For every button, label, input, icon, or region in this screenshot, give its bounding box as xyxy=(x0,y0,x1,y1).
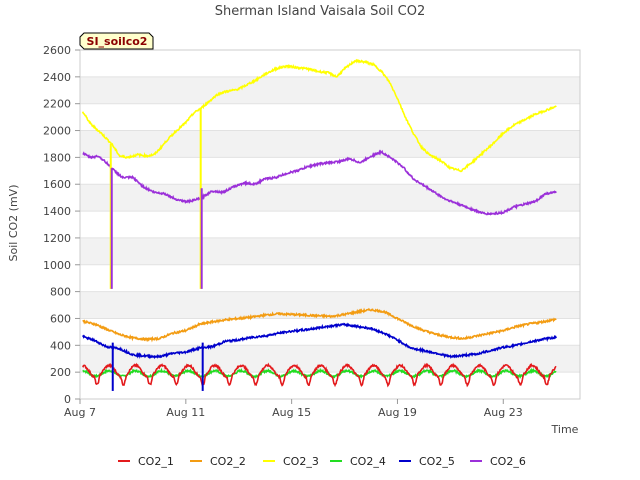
grid-band xyxy=(80,76,580,104)
grid-band xyxy=(80,237,580,265)
series-layer xyxy=(81,58,557,391)
y-tick-label: 1000 xyxy=(43,259,71,272)
y-axis-ticks: 0 200 400 600 800 1000 1200 1400 1600 1800 2000 220… xyxy=(43,44,80,406)
legend-label-co2_2: CO2_2 xyxy=(210,455,246,468)
y-tick-label: 600 xyxy=(50,312,71,325)
y-axis-label: Soil CO2 (mV) xyxy=(7,185,20,262)
legend-label-co2_4: CO2_4 xyxy=(350,455,386,468)
station-badge-box xyxy=(79,32,154,50)
grid-band xyxy=(80,345,580,373)
series-line-co2_6 xyxy=(82,149,557,216)
grid-band xyxy=(80,184,580,212)
y-tick-label: 1400 xyxy=(43,205,71,218)
y-tick-label: 1600 xyxy=(43,178,71,191)
grid-band xyxy=(80,291,580,319)
legend: CO2_1 CO2_2 CO2_3 CO2_4 CO2_5 CO2_6 xyxy=(118,455,526,468)
y-tick-label: 1800 xyxy=(43,151,71,164)
y-tick-label: 1200 xyxy=(43,232,71,245)
y-tick-label: 2600 xyxy=(43,44,71,57)
series-line-co2_3 xyxy=(81,58,557,173)
legend-label-co2_1: CO2_1 xyxy=(138,455,174,468)
y-tick-label: 2200 xyxy=(43,98,71,111)
chart-title: Sherman Island Vaisala Soil CO2 xyxy=(215,4,425,19)
y-tick-label: 400 xyxy=(50,339,71,352)
x-tick-label: Aug 19 xyxy=(378,406,417,419)
y-tick-label: 800 xyxy=(50,286,71,299)
x-tick-label: Aug 15 xyxy=(272,406,311,419)
x-axis-ticks: Aug 7 Aug 11 Aug 15 Aug 19 Aug 23 xyxy=(64,399,523,419)
x-tick-label: Aug 7 xyxy=(64,406,96,419)
station-badge-label: SI_soilco2 xyxy=(87,35,148,48)
x-tick-label: Aug 23 xyxy=(484,406,523,419)
series-line-co2_5 xyxy=(82,322,557,360)
legend-label-co2_6: CO2_6 xyxy=(490,455,526,468)
y-tick-label: 0 xyxy=(64,393,71,406)
series-line-co2_2 xyxy=(82,307,557,343)
legend-label-co2_3: CO2_3 xyxy=(283,455,319,468)
plot-frame xyxy=(79,49,581,400)
series-line-co2_4 xyxy=(82,367,557,380)
y-tick-label: 2400 xyxy=(43,71,71,84)
y-tick-label: 2000 xyxy=(43,125,71,138)
legend-label-co2_5: CO2_5 xyxy=(419,455,455,468)
y-tick-label: 200 xyxy=(50,366,71,379)
x-tick-label: Aug 11 xyxy=(166,406,205,419)
x-axis-label: Time xyxy=(551,423,579,436)
station-badge: SI_soilco2 xyxy=(79,32,154,50)
series-line-co2_1 xyxy=(81,362,557,388)
